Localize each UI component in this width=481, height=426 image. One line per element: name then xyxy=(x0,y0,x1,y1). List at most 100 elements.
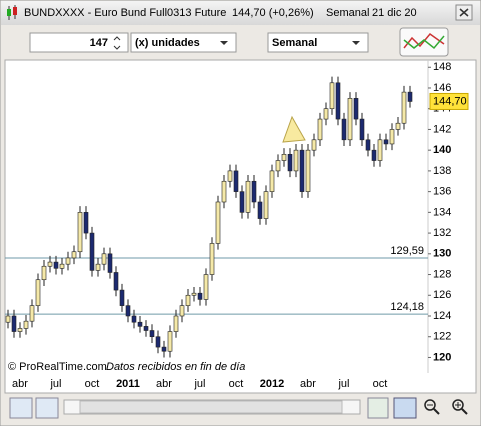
candle-body xyxy=(365,139,371,151)
dropdown-arrow xyxy=(220,41,228,45)
candle-body xyxy=(53,261,59,269)
candle-body xyxy=(167,331,173,352)
candle-body xyxy=(329,82,335,110)
candle-body xyxy=(143,326,149,331)
candle-body xyxy=(119,289,125,306)
candle-body xyxy=(305,149,311,192)
tool-button[interactable] xyxy=(35,397,59,419)
tool-button[interactable] xyxy=(367,397,389,419)
candle-body xyxy=(215,201,221,244)
candle-body xyxy=(281,154,287,161)
candle-body xyxy=(65,257,71,265)
y-tick-label: 134 xyxy=(433,206,451,218)
candle-body xyxy=(227,170,233,182)
candle-body xyxy=(161,346,167,352)
candle-body xyxy=(323,108,329,120)
candle-body xyxy=(239,191,245,213)
candle-body xyxy=(257,201,263,219)
candle-body xyxy=(107,253,113,273)
candle-body xyxy=(341,118,347,141)
cursor-marker xyxy=(282,115,306,143)
candle-body xyxy=(89,232,95,271)
period-label: Semanal xyxy=(326,7,369,19)
candle-body xyxy=(179,305,185,317)
candle-body xyxy=(377,139,383,161)
candle-body xyxy=(359,118,365,141)
x-tick-label: oct xyxy=(373,378,388,390)
last-price-box xyxy=(429,92,469,110)
candle-body xyxy=(407,91,413,102)
y-tick-label: 148 xyxy=(433,61,451,73)
scroll-thumb[interactable] xyxy=(79,400,343,414)
units-value: 147 xyxy=(90,37,108,49)
candle-body xyxy=(59,263,65,269)
candle-body xyxy=(251,180,257,203)
quote: 144,70 (+0,26%) xyxy=(232,7,314,19)
candle-body xyxy=(293,149,299,172)
close-button[interactable] xyxy=(455,4,473,21)
candle-body xyxy=(245,180,251,213)
last-price-label: 144,70 xyxy=(433,95,467,107)
candle-body xyxy=(311,139,317,151)
candle-body xyxy=(287,154,293,172)
candle-body xyxy=(203,274,209,300)
x-tick-label: abr xyxy=(300,378,316,390)
spinner[interactable] xyxy=(113,36,121,50)
units-input[interactable] xyxy=(29,32,129,53)
candle-body xyxy=(35,279,41,306)
zoom-in-button[interactable] xyxy=(452,399,468,415)
note: Datos recibidos en fin de día xyxy=(106,361,245,373)
units-dropdown[interactable] xyxy=(130,32,237,53)
candle-body xyxy=(233,170,239,192)
candle-body xyxy=(263,191,269,219)
candle-body xyxy=(155,336,161,348)
y-tick-label: 120 xyxy=(433,351,451,363)
date-label: 21 dic 20 xyxy=(372,7,417,19)
y-tick-label: 128 xyxy=(433,268,451,280)
candle-body xyxy=(221,180,227,203)
period-dropdown[interactable] xyxy=(267,32,369,53)
candle-body xyxy=(137,321,143,327)
candle-body xyxy=(29,305,35,322)
candle-body xyxy=(299,149,305,192)
y-tick-label: 122 xyxy=(433,331,451,343)
x-tick-label: 2012 xyxy=(260,378,284,390)
tool-button[interactable] xyxy=(9,397,33,419)
x-tick-label: oct xyxy=(229,378,244,390)
y-tick-label: 146 xyxy=(433,82,451,94)
candle-body xyxy=(5,315,11,323)
candle-body xyxy=(23,320,29,329)
indicator-button[interactable] xyxy=(399,27,449,57)
candle-body xyxy=(101,253,107,265)
candle-body xyxy=(317,118,323,141)
candle-body xyxy=(11,315,17,332)
candle-body xyxy=(113,272,119,291)
period-text: Semanal xyxy=(272,37,317,49)
x-tick-label: jul xyxy=(337,378,349,390)
candle-body xyxy=(173,315,179,332)
dropdown-arrow xyxy=(352,41,360,45)
y-tick-label: 142 xyxy=(433,123,451,135)
candle-body xyxy=(83,212,89,234)
units-text: (x) unidades xyxy=(135,37,200,49)
y-tick-label: 126 xyxy=(433,289,451,301)
zoom-out-button[interactable] xyxy=(424,399,440,415)
title-bar xyxy=(1,1,480,25)
y-tick-label: 130 xyxy=(433,248,451,260)
y-tick-label: 136 xyxy=(433,186,451,198)
candle-body xyxy=(131,315,137,323)
candle-body xyxy=(335,82,341,120)
x-tick-label: 2011 xyxy=(116,378,140,390)
x-tick-label: jul xyxy=(49,378,61,390)
candle-body xyxy=(371,149,377,161)
candle-body xyxy=(275,160,281,172)
x-tick-label: abr xyxy=(156,378,172,390)
y-tick-label: 132 xyxy=(433,227,451,239)
candle-body xyxy=(95,263,101,271)
chart-area xyxy=(4,59,477,394)
zoom-fit-button[interactable] xyxy=(393,397,417,419)
x-tick-label: oct xyxy=(85,378,100,390)
candle-body xyxy=(17,328,23,332)
plot: 1201221241261281301321341361381401421441… xyxy=(5,61,469,390)
